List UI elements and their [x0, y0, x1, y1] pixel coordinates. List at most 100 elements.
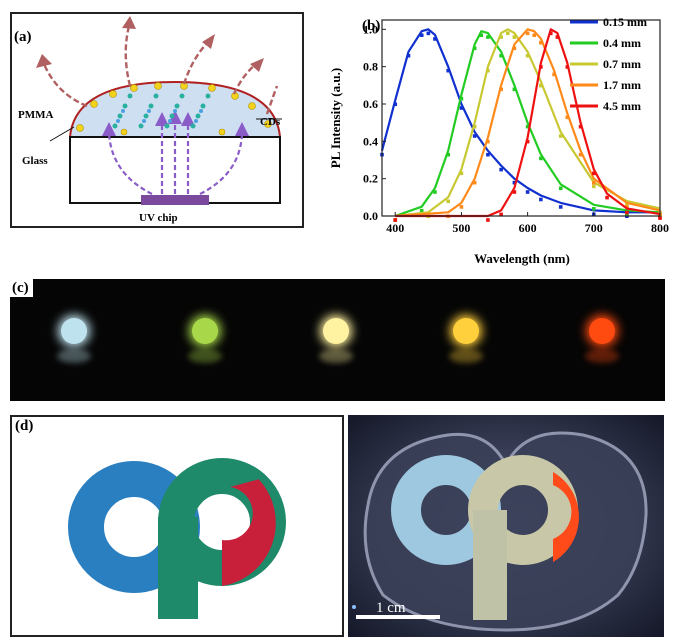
series-point-1 [592, 207, 596, 211]
panel-d-label: (d) [15, 418, 34, 434]
series-point-1 [433, 190, 437, 194]
cds-label: CDs [260, 116, 281, 128]
emission-dot-4 [589, 318, 615, 344]
x-tick-label: 400 [386, 221, 404, 235]
series-point-2 [558, 134, 563, 138]
series-point-0 [426, 31, 431, 36]
series-point-2 [499, 35, 503, 39]
series-point-0 [525, 190, 530, 194]
panel-a-label: (a) [14, 29, 32, 45]
scale-dot [352, 605, 356, 609]
series-point-4 [592, 171, 596, 176]
panel-b-label: (b) [362, 18, 380, 34]
series-point-2 [446, 199, 450, 204]
series-point-0 [433, 37, 437, 41]
series-line-0 [380, 28, 660, 214]
series-point-2 [592, 184, 596, 189]
series-point-4 [525, 139, 530, 144]
series-point-3 [499, 87, 503, 92]
series-point-4 [555, 35, 560, 39]
scale-bar [356, 615, 440, 619]
series-line-1 [394, 30, 661, 218]
pl-spectra-chart: 400 500 600 700 800 0.0 0.2 0.4 0.6 0.8 1.0 0.15 m… [328, 15, 669, 266]
series-point-4 [658, 216, 662, 220]
series-point-0 [539, 197, 543, 202]
y-tick-label: 0.0 [363, 209, 378, 223]
photo-red-arc [553, 472, 579, 562]
photo-p-stem [473, 510, 507, 620]
series-point-1 [446, 152, 450, 157]
panel-b: 400 500 600 700 800 0.0 0.2 0.4 0.6 0.8 1.0 0.15 m… [316, 0, 673, 268]
series-point-3 [486, 139, 490, 144]
legend-label-4: 4.5 mm [603, 99, 641, 113]
series-point-3 [552, 72, 556, 77]
series-point-4 [512, 190, 517, 194]
legend-label-2: 0.7 mm [603, 57, 641, 71]
series-point-3 [565, 115, 570, 120]
series-point-1 [625, 212, 629, 217]
series-point-3 [539, 40, 543, 45]
emission-arrowheads [36, 16, 264, 72]
plot-frame [381, 19, 661, 217]
series-point-1 [512, 87, 517, 92]
series-point-4 [499, 212, 503, 217]
photo-illustration: 1 cm [348, 415, 664, 637]
series-point-4 [625, 210, 629, 215]
panel-d-logo: (d) [10, 415, 344, 637]
dot-reflection-4 [585, 349, 619, 363]
y-tick-label: 0.2 [363, 172, 378, 186]
series-point-2 [539, 83, 543, 88]
y-tick-label: 0.8 [363, 60, 378, 74]
series-point-1 [419, 208, 424, 213]
series-point-0 [472, 134, 477, 138]
series-point-4 [393, 218, 398, 222]
chart-axes: 400 500 600 700 800 0.0 0.2 0.4 0.6 0.8 1.0 [363, 19, 669, 235]
x-tick-label: 700 [585, 221, 603, 235]
series-point-0 [499, 167, 503, 172]
series-point-2 [459, 171, 464, 176]
uv-arrows [107, 122, 244, 195]
series-point-4 [578, 124, 583, 129]
dot-reflection-2 [319, 349, 353, 363]
series-point-0 [512, 180, 517, 185]
series-point-3 [512, 46, 517, 51]
logo-red-arc [222, 479, 276, 586]
dot-reflection-1 [188, 349, 222, 363]
y-tick-label: 1.0 [363, 22, 378, 36]
led-schematic: (a) PMMA Glass CDs UV chip [14, 16, 282, 224]
dot-reflection-3 [449, 349, 483, 363]
x-tick-label: 600 [519, 221, 537, 235]
series-point-0 [459, 106, 464, 110]
scale-label: 1 cm [376, 600, 406, 616]
glass-label: Glass [22, 155, 48, 167]
pmma-label: PMMA [18, 109, 53, 121]
op-logo [68, 458, 286, 619]
series-point-1 [459, 96, 464, 101]
series-point-3 [472, 180, 477, 185]
series-point-3 [592, 180, 596, 185]
series-point-2 [525, 53, 530, 58]
series-point-1 [479, 33, 484, 37]
dot-reflection-0 [57, 349, 91, 363]
panel-d-photo: 1 cm [348, 415, 664, 637]
logo-p-stem [158, 517, 198, 619]
series-point-1 [539, 156, 543, 161]
emission-dot-0 [61, 318, 87, 344]
series-point-3 [578, 152, 583, 157]
series-point-4 [565, 65, 570, 69]
series-point-1 [486, 35, 490, 39]
series-point-3 [525, 31, 530, 36]
x-tick-label: 800 [651, 221, 669, 235]
series-line-3 [395, 28, 661, 218]
chart-legend: 0.15 mm 0.4 mm 0.7 mm 1.7 mm 4.5 mm [570, 15, 647, 113]
series-line-2 [395, 28, 661, 218]
series-point-3 [625, 205, 629, 209]
panel-a: (a) PMMA Glass CDs UV chip [10, 12, 304, 228]
series-point-4 [486, 218, 490, 222]
y-axis-label: PL Intensity (a.u.) [328, 68, 343, 168]
y-tick-label: 0.4 [363, 134, 378, 148]
series-point-0 [446, 68, 450, 73]
emission-dot-1 [192, 318, 218, 344]
legend-label-0: 0.15 mm [603, 15, 647, 29]
emission-dot-2 [323, 318, 349, 344]
